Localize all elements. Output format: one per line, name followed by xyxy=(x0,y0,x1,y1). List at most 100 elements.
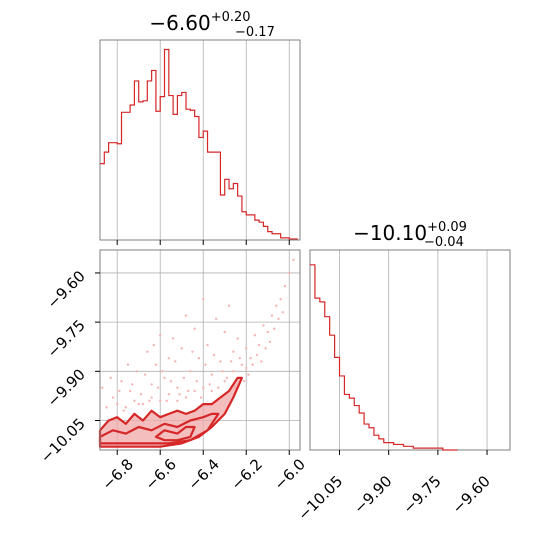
marginal-histogram-param-2: −10.05 −9.90 −9.75 −9.60 −10.10+0.09 −0.04 xyxy=(294,220,511,524)
sample-point xyxy=(141,402,145,406)
sample-point xyxy=(126,363,130,366)
sample-point xyxy=(150,383,153,386)
sample-point xyxy=(116,402,119,406)
sample-point xyxy=(135,370,138,373)
sample-point xyxy=(118,389,121,393)
sample-point xyxy=(245,347,248,350)
sample-point xyxy=(184,314,188,317)
sample-point xyxy=(178,393,181,396)
sample-point xyxy=(105,406,108,409)
contour-inner xyxy=(154,425,196,442)
sample-point xyxy=(245,366,248,370)
sample-point xyxy=(270,314,274,317)
sample-point xyxy=(152,343,155,347)
sample-point xyxy=(171,337,175,340)
histogram-param-1 xyxy=(100,48,298,240)
sample-point xyxy=(191,350,194,353)
sample-point xyxy=(204,363,207,366)
grid-param-1 xyxy=(116,40,290,240)
sample-point xyxy=(236,337,239,340)
sample-point xyxy=(161,370,164,373)
sample-point xyxy=(202,386,205,389)
sample-point xyxy=(232,350,235,353)
sample-point xyxy=(139,393,143,396)
sample-point xyxy=(238,356,241,360)
sample-point xyxy=(176,386,179,389)
y-tick-label: −9.75 xyxy=(44,316,89,361)
sample-points xyxy=(100,258,295,412)
title-param-2-median: −10.10 xyxy=(353,221,427,245)
x-tick-label: −6.0 xyxy=(270,455,308,493)
panel-frame-param-2 xyxy=(309,249,511,451)
sample-point xyxy=(288,271,291,275)
sample-point xyxy=(154,363,158,366)
sample-point xyxy=(227,304,231,307)
sample-point xyxy=(272,327,276,330)
sample-point xyxy=(242,379,246,383)
y-tick-label: −10.05 xyxy=(37,415,89,467)
y-tick-label: −9.90 xyxy=(44,365,89,410)
sample-point xyxy=(257,343,261,347)
sample-point xyxy=(283,284,287,288)
sample-point xyxy=(221,370,224,373)
sample-point xyxy=(208,383,211,386)
sample-point xyxy=(268,340,272,344)
ticks-param-1 xyxy=(116,240,290,245)
sample-point xyxy=(146,350,149,353)
sample-point xyxy=(174,360,177,363)
sample-point xyxy=(176,399,179,403)
contour-outer xyxy=(98,376,243,448)
histogram-param-2 xyxy=(310,264,458,451)
sample-point xyxy=(223,330,226,334)
sample-point xyxy=(199,396,203,399)
sample-point xyxy=(255,353,259,357)
sample-point xyxy=(281,311,284,314)
sample-point xyxy=(264,347,267,350)
sample-point xyxy=(253,334,257,337)
sample-point xyxy=(212,353,216,357)
sample-point xyxy=(206,343,209,347)
sample-point xyxy=(167,356,171,360)
x-tick-label: −9.75 xyxy=(399,472,444,517)
sample-point xyxy=(122,409,125,412)
sample-point xyxy=(210,373,214,376)
sample-point xyxy=(277,317,280,321)
sample-point xyxy=(251,363,254,366)
grid-param-2 xyxy=(339,250,488,450)
sample-point xyxy=(182,376,186,380)
sample-point xyxy=(232,370,235,373)
x-ticks-joint: −6.8 −6.6 −6.4 −6.2 −6.0 xyxy=(98,450,309,494)
title-param-1-median: −6.60 xyxy=(149,11,210,35)
panel-frame-param-1 xyxy=(99,39,301,241)
sample-point xyxy=(184,396,188,399)
title-param-2-upper: +0.09 xyxy=(427,220,467,235)
sample-point xyxy=(163,376,166,380)
x-tick-label: −6.4 xyxy=(184,455,222,493)
x-tick-label: −10.05 xyxy=(294,472,346,524)
contours xyxy=(98,376,243,448)
sample-point xyxy=(197,356,201,360)
x-tick-label: −6.2 xyxy=(227,455,265,493)
y-ticks-joint: −9.60−9.75−9.90 −10.05 xyxy=(37,267,100,467)
title-param-2: −10.10+0.09 xyxy=(353,220,467,245)
sample-point xyxy=(225,376,229,380)
sample-point xyxy=(128,389,132,393)
sample-point xyxy=(148,399,151,403)
sample-point xyxy=(120,379,123,383)
sample-point xyxy=(100,386,104,389)
sample-point xyxy=(240,363,244,366)
sample-point xyxy=(260,360,263,363)
contour-middle xyxy=(98,412,220,445)
sample-point xyxy=(217,386,220,389)
sample-point xyxy=(111,396,115,399)
sample-point xyxy=(249,356,252,360)
sample-point xyxy=(292,258,295,262)
sample-point xyxy=(167,393,171,396)
marginal-histogram-param-1: −6.60+0.20 −0.17 xyxy=(99,10,301,245)
sample-point xyxy=(180,347,183,350)
x-tick-label: −6.6 xyxy=(141,455,179,493)
title-param-2-lower: −0.04 xyxy=(424,235,464,250)
sample-point xyxy=(137,402,140,406)
title-param-1-upper: +0.20 xyxy=(211,10,251,25)
sample-point xyxy=(202,297,205,301)
